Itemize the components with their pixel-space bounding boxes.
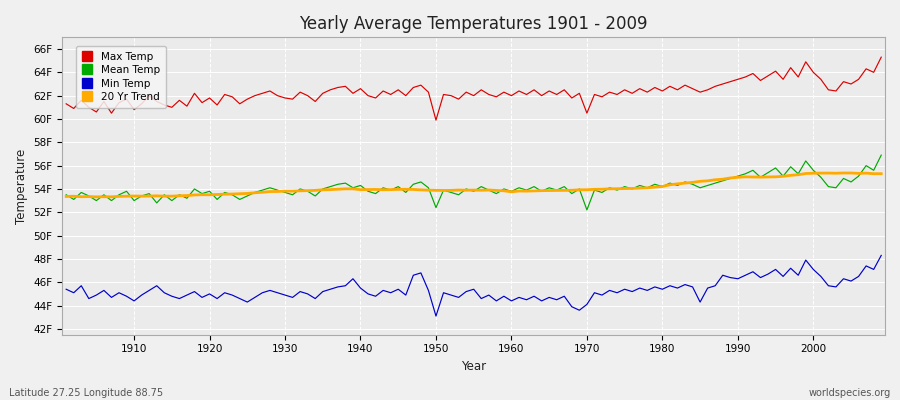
Text: worldspecies.org: worldspecies.org xyxy=(809,388,891,398)
Text: Latitude 27.25 Longitude 88.75: Latitude 27.25 Longitude 88.75 xyxy=(9,388,163,398)
X-axis label: Year: Year xyxy=(461,360,486,373)
Legend: Max Temp, Mean Temp, Min Temp, 20 Yr Trend: Max Temp, Mean Temp, Min Temp, 20 Yr Tre… xyxy=(76,46,166,108)
Y-axis label: Temperature: Temperature xyxy=(15,148,28,224)
Title: Yearly Average Temperatures 1901 - 2009: Yearly Average Temperatures 1901 - 2009 xyxy=(300,15,648,33)
